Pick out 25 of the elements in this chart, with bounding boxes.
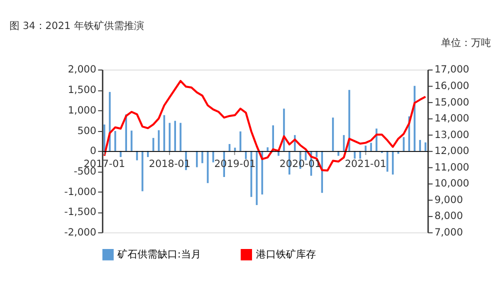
y2-tick-label: 14,000 [434, 114, 470, 125]
y2-tick-label: 16,000 [434, 81, 470, 92]
y-tick-label: -1,500 [64, 207, 96, 218]
y2-tick-label: 9,000 [434, 194, 463, 206]
y-tick-label: 500 [77, 126, 96, 137]
y2-tick-label: 8,000 [434, 211, 463, 222]
y2-tick-label: 10,000 [434, 178, 470, 190]
y2-tick-label: 13,000 [434, 130, 470, 141]
y2-tick-label: 17,000 [434, 64, 470, 76]
y2-tick-label: 12,000 [434, 146, 470, 158]
y-tick-label: -500 [74, 166, 96, 178]
y-tick-label: -1,000 [64, 186, 96, 198]
legend-label: 矿石供需缺口:当月 [116, 248, 201, 260]
legend-label: 港口铁矿库存 [256, 248, 316, 260]
y2-tick-label: 15,000 [434, 97, 470, 108]
y-tick-label: 1,000 [68, 105, 96, 116]
x-tick-label: 2021-01 [344, 158, 386, 170]
y-tick-label: 0 [90, 146, 96, 158]
chart-title: 图 34：2021 年铁矿供需推演 [10, 20, 144, 32]
y2-tick-label: 11,000 [434, 162, 470, 174]
y-tick-label: 2,000 [68, 64, 96, 76]
y-tick-label: -2,000 [64, 227, 96, 238]
y-tick-label: 1,500 [68, 85, 96, 96]
text: 单位：万吨 [440, 37, 491, 50]
y2-tick-label: 7,000 [434, 227, 463, 238]
